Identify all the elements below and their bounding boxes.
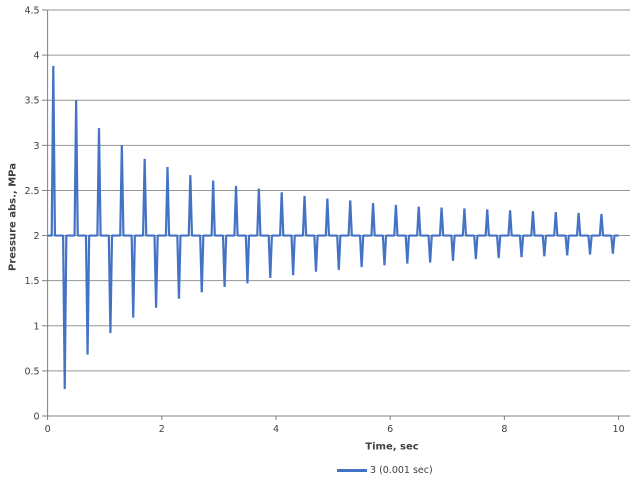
svg-text:1.5: 1.5 <box>24 276 39 287</box>
svg-text:2.5: 2.5 <box>24 186 39 197</box>
svg-text:2: 2 <box>34 231 40 242</box>
svg-text:1: 1 <box>34 321 40 332</box>
svg-text:8: 8 <box>501 424 507 435</box>
svg-text:0: 0 <box>34 412 40 423</box>
svg-text:3: 3 <box>34 141 40 152</box>
svg-text:0: 0 <box>45 424 51 435</box>
y-axis-title: Pressure abs., MPa <box>7 163 19 271</box>
legend-line-swatch <box>337 469 367 472</box>
svg-text:10: 10 <box>613 424 625 435</box>
svg-text:2: 2 <box>159 424 165 435</box>
legend: 3 (0.001 sec) <box>337 465 433 476</box>
x-axis-title: Time, sec <box>365 441 419 453</box>
legend-series-label: 3 (0.001 sec) <box>370 465 433 476</box>
svg-text:4: 4 <box>273 424 279 435</box>
svg-text:4.5: 4.5 <box>24 6 39 17</box>
svg-text:3.5: 3.5 <box>24 96 39 107</box>
svg-text:4: 4 <box>34 51 40 62</box>
svg-text:6: 6 <box>387 424 393 435</box>
svg-text:0.5: 0.5 <box>24 366 39 377</box>
